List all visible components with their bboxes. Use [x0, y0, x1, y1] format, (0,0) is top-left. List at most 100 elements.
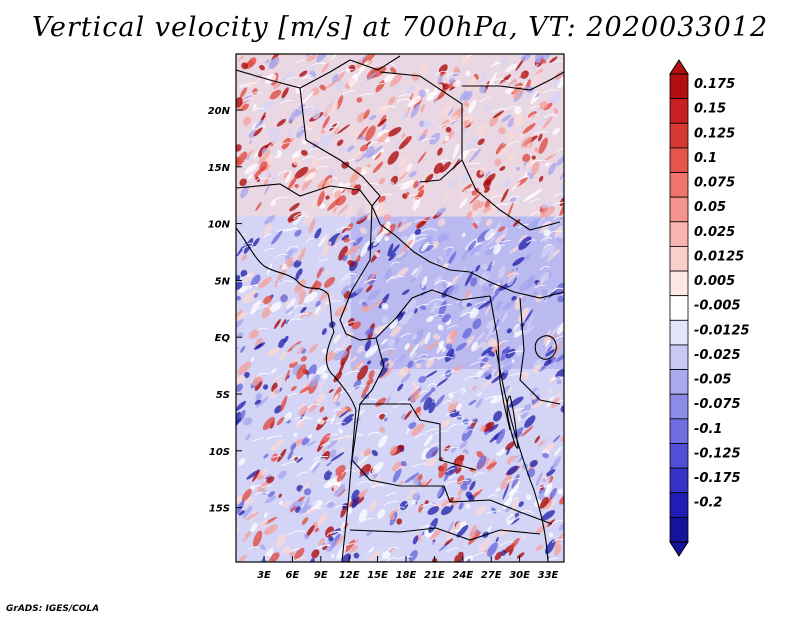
field-cell — [330, 471, 337, 480]
field-cell — [471, 386, 483, 396]
contour-line — [416, 303, 429, 308]
contour-line — [306, 507, 323, 513]
field-cell — [373, 157, 385, 166]
field-cell — [487, 424, 499, 433]
field-cell — [498, 127, 506, 135]
velocity-field — [236, 54, 564, 562]
field-cell — [416, 189, 425, 200]
field-cell — [421, 275, 428, 289]
field-cell — [330, 54, 340, 60]
field-cell — [252, 237, 260, 248]
field-cell — [459, 89, 469, 102]
field-cell — [552, 127, 560, 135]
field-cell — [388, 253, 397, 262]
field-cell — [493, 110, 504, 119]
field-cell — [405, 163, 413, 173]
field-cell — [408, 345, 413, 353]
field-cell — [524, 415, 536, 428]
field-cell — [405, 136, 411, 142]
field-cell — [508, 537, 520, 551]
field-cell — [344, 245, 360, 256]
field-cell — [374, 251, 380, 257]
field-cell — [463, 101, 470, 108]
contour-line — [302, 156, 316, 161]
colorbar-segment — [669, 393, 689, 420]
field-cell — [470, 277, 478, 287]
field-cell — [513, 87, 521, 100]
field-cell — [247, 79, 260, 89]
field-cell — [284, 319, 290, 325]
field-cell — [277, 448, 287, 463]
field-cell — [333, 393, 339, 403]
contour-line — [418, 390, 428, 395]
field-cell — [312, 150, 320, 164]
field-cell — [508, 546, 514, 556]
contour-line — [440, 373, 450, 378]
contour-line — [254, 491, 271, 496]
field-cell — [360, 488, 368, 499]
contour-line — [458, 479, 469, 484]
field-cell — [353, 248, 361, 262]
field-cell — [504, 150, 517, 164]
field-cell — [265, 59, 270, 64]
contour-line — [551, 60, 564, 64]
field-cell — [414, 406, 422, 414]
field-cell — [516, 552, 525, 559]
field-cell — [365, 146, 375, 159]
field-cell — [311, 500, 323, 510]
contour-line — [426, 357, 443, 361]
field-cell — [246, 469, 260, 480]
field-cell — [315, 300, 321, 307]
contour-line — [442, 400, 453, 405]
lat-tick-label: 15N — [208, 163, 231, 174]
contour-line — [251, 107, 266, 112]
field-cell — [482, 379, 492, 389]
field-cell — [438, 462, 448, 479]
field-cell — [444, 135, 450, 142]
field-cell — [236, 151, 248, 167]
contour-line — [526, 239, 536, 243]
field-cell — [448, 330, 458, 339]
field-cell — [439, 105, 452, 119]
field-cell — [291, 149, 304, 159]
contour-line — [518, 175, 530, 180]
contour-line — [343, 159, 356, 163]
field-cell — [320, 133, 336, 147]
field-cell — [311, 549, 320, 559]
field-cell — [294, 166, 309, 179]
field-cell — [542, 116, 553, 129]
field-cell — [388, 181, 395, 187]
field-cell — [520, 70, 529, 79]
field-cell — [314, 527, 319, 533]
field-cell — [343, 182, 351, 189]
contour-line — [555, 147, 564, 152]
field-cell — [238, 285, 249, 293]
field-cell — [366, 530, 373, 537]
field-cell — [309, 459, 320, 471]
grads-credit: GrADS: IGES/COLA — [6, 604, 100, 614]
field-cell — [428, 517, 438, 533]
contour-line — [240, 82, 256, 87]
field-cell — [486, 237, 496, 246]
field-cell — [479, 270, 490, 286]
field-cell — [369, 500, 377, 512]
field-cell — [521, 534, 527, 540]
field-cell — [552, 456, 561, 469]
field-cell — [294, 456, 298, 461]
field-cell — [465, 503, 471, 509]
field-cell — [410, 103, 420, 118]
contour-line — [289, 455, 301, 461]
field-cell — [491, 342, 503, 355]
contour-line — [458, 421, 475, 426]
field-cell — [490, 190, 498, 198]
field-cell — [379, 412, 385, 420]
field-cell — [495, 300, 502, 311]
field-cell — [353, 476, 364, 486]
field-cell — [522, 153, 531, 163]
field-cell — [241, 103, 250, 112]
contour-line — [367, 431, 381, 437]
colorbar-label: -0.175 — [694, 471, 741, 486]
field-cell — [472, 199, 480, 211]
field-cell — [538, 133, 543, 142]
field-cell — [384, 268, 392, 280]
